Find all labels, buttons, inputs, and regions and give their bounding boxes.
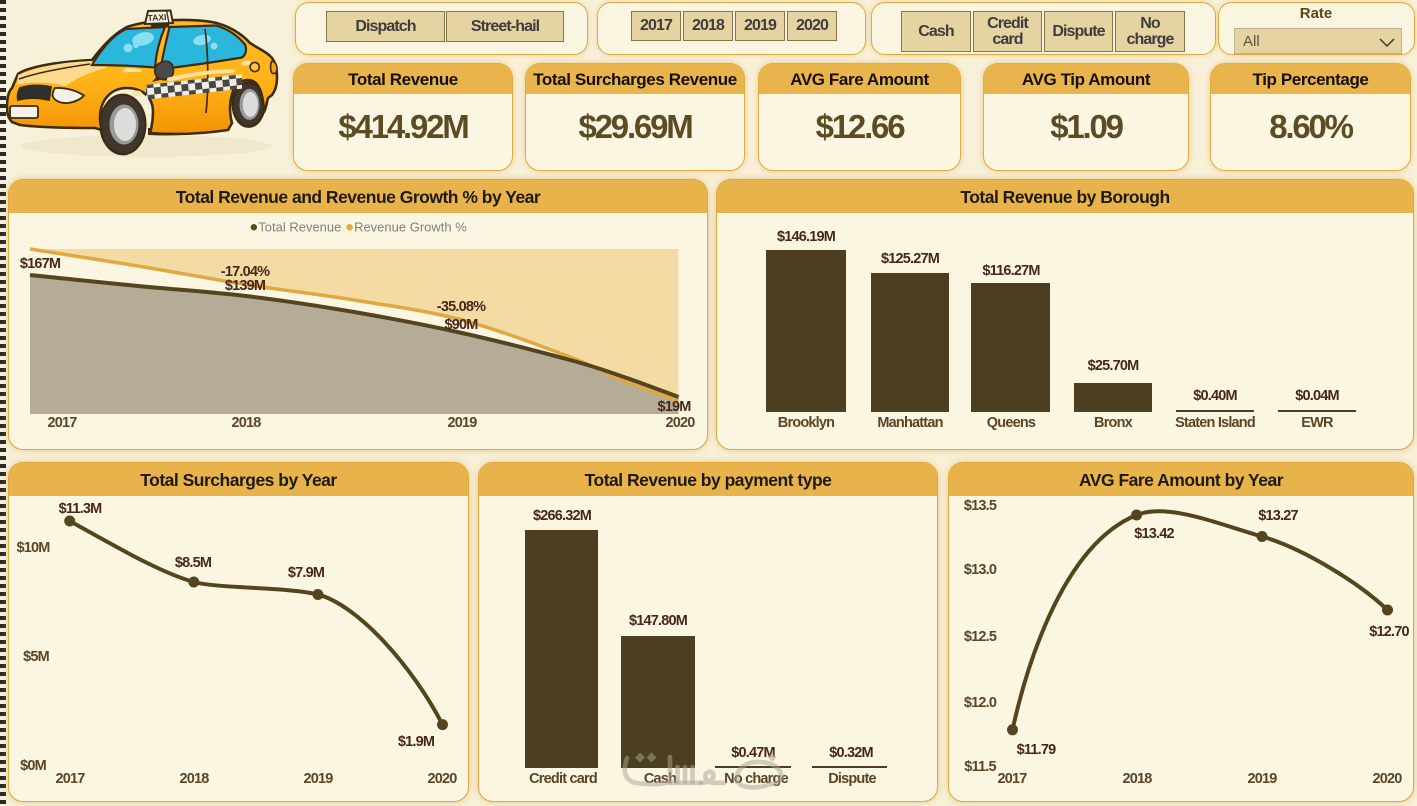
svg-text:TAXI: TAXI <box>147 12 166 23</box>
